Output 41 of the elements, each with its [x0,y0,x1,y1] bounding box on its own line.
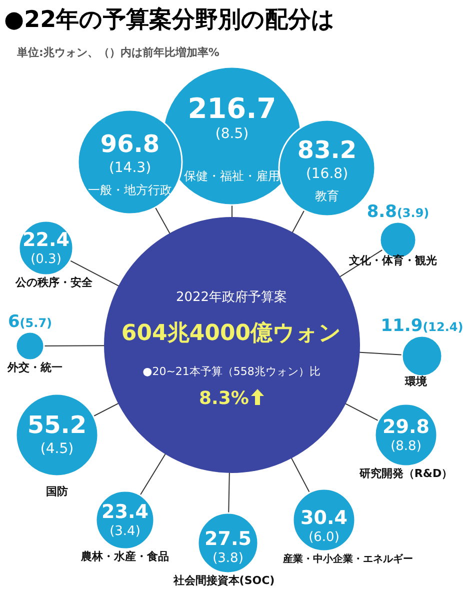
category-label: 外交・統一 [6,361,62,374]
text: 単位:兆ウォン、（）内は前年比増加率% [17,45,220,60]
text: 604兆4000億ウォン [121,321,342,346]
category-label: 国防 [46,485,68,498]
text: ●22年の予算案分野別の配分は [4,6,336,35]
data-label: (8.5) [215,126,249,142]
data-label: (4.5) [40,441,74,457]
data-label: (3.8) [212,551,244,566]
data-label: (14.3) [108,160,152,176]
data-label: 83.2 [297,136,357,164]
data-label: 29.8 [382,416,430,438]
category-label: 産業・中小企業・エネルギー [282,553,413,565]
data-label: 11.9 [380,316,423,336]
data-label: 8.8 [366,202,397,222]
category-label: 環境 [404,375,428,388]
category-label: 教育 [315,189,339,203]
data-label: 22.4 [22,229,70,251]
category-label: 一般・地方行政 [88,183,172,197]
category-label: 公の秩序・安全 [14,276,94,289]
data-label: (12.4) [422,320,463,334]
data-label: 6 [8,312,20,332]
data-label: 96.8 [100,130,160,158]
category-label: 農林・水産・食品 [80,550,169,563]
data-label: (8.8) [390,439,422,454]
data-label: 216.7 [188,92,276,125]
data-label: 27.5 [204,528,252,550]
data-label: (6.0) [308,530,340,545]
data-label: (5.7) [20,316,52,330]
data-label: (16.8) [306,166,348,182]
text: ●20~21本予算（558兆ウォン）比 [142,365,320,378]
data-label: 55.2 [27,411,87,439]
category-label: 研究開発（R&D） [358,467,453,480]
category-label: 社会間接資本(SOC) [172,574,275,587]
data-label: (3.4) [110,524,140,539]
text: 8.3% [199,388,249,409]
category-label: 保健・福祉・雇用 [184,169,280,183]
data-label: 30.4 [300,507,348,529]
text: 2022年政府予算案 [174,289,288,306]
data-label: (3.9) [396,206,430,220]
data-label: (0.3) [30,252,62,267]
data-label: 23.4 [102,501,148,523]
